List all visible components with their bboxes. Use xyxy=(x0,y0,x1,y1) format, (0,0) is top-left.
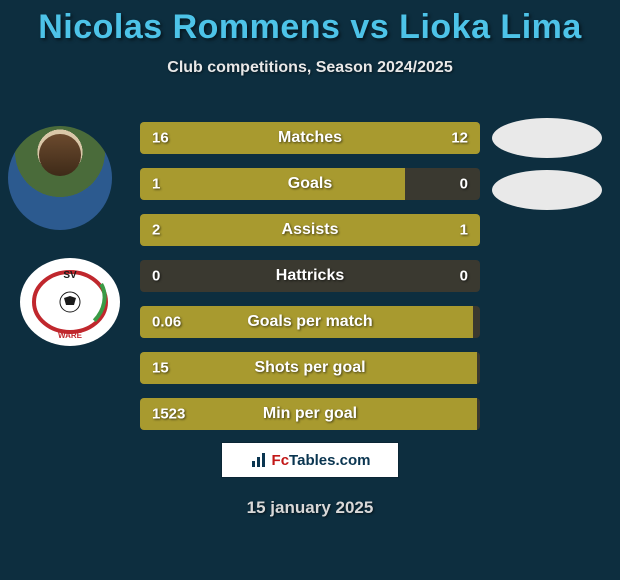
attribution-rest: Tables.com xyxy=(289,452,370,469)
bar-value-right: 0 xyxy=(460,176,468,193)
date-label: 15 january 2025 xyxy=(247,498,374,518)
player-left-avatar xyxy=(8,126,112,230)
bar-label: Goals per match xyxy=(247,313,372,331)
team-right-logo xyxy=(492,170,602,210)
bar-row: 0 0 Hattricks xyxy=(140,260,480,292)
bar-label: Goals xyxy=(288,175,332,193)
page-title: Nicolas Rommens vs Lioka Lima xyxy=(0,0,620,47)
bar-value-left: 0.06 xyxy=(152,314,181,331)
bar-value-left: 15 xyxy=(152,360,169,377)
svg-text:SV: SV xyxy=(63,270,77,281)
bar-value-left: 16 xyxy=(152,130,169,147)
bar-left-fill xyxy=(140,168,405,200)
page-subtitle: Club competitions, Season 2024/2025 xyxy=(0,59,620,77)
bar-row: 2 1 Assists xyxy=(140,214,480,246)
bar-value-right: 0 xyxy=(460,268,468,285)
bar-label: Shots per goal xyxy=(254,359,365,377)
bar-row: 16 12 Matches xyxy=(140,122,480,154)
bar-value-right: 12 xyxy=(451,130,468,147)
attribution-badge: FcTables.com xyxy=(221,442,399,478)
bar-value-left: 2 xyxy=(152,222,160,239)
attribution-fc: Fc xyxy=(272,452,290,469)
club-logo-icon: SV WARE xyxy=(20,258,120,346)
bar-value-left: 0 xyxy=(152,268,160,285)
bar-row: 1 0 Goals xyxy=(140,168,480,200)
bar-label: Matches xyxy=(278,129,342,147)
chart-icon xyxy=(250,451,268,469)
bar-value-left: 1523 xyxy=(152,406,185,423)
bar-value-left: 1 xyxy=(152,176,160,193)
bar-label: Hattricks xyxy=(276,267,344,285)
bar-label: Min per goal xyxy=(263,405,357,423)
bar-label: Assists xyxy=(282,221,339,239)
bar-row: 15 Shots per goal xyxy=(140,352,480,384)
bar-row: 0.06 Goals per match xyxy=(140,306,480,338)
player-right-avatar xyxy=(492,118,602,158)
bar-value-right: 1 xyxy=(460,222,468,239)
comparison-bars: 16 12 Matches 1 0 Goals 2 1 Assists 0 0 Hattricks 0.… xyxy=(140,122,480,444)
bar-row: 1523 Min per goal xyxy=(140,398,480,430)
team-left-logo: SV WARE xyxy=(20,258,120,346)
svg-text:WARE: WARE xyxy=(58,331,83,340)
